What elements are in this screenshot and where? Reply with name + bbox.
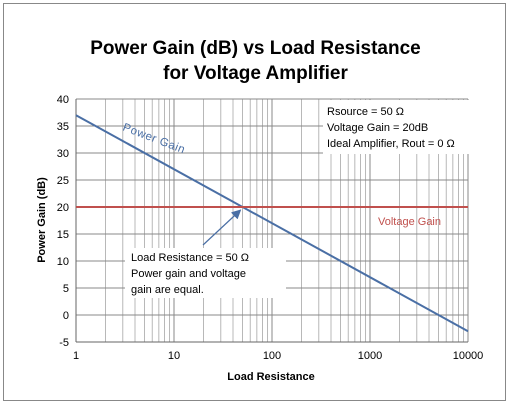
x-tick-label: 100 — [263, 350, 281, 362]
y-axis-label: Power Gain (dB) — [36, 177, 48, 263]
y-tick-label: 15 — [57, 229, 69, 241]
chart-title-line2: for Voltage Amplifier — [163, 63, 348, 84]
x-tick-label: 10000 — [453, 350, 484, 362]
x-tick-label: 10 — [168, 350, 180, 362]
series-layer — [75, 114, 469, 333]
y-tick-label: 25 — [57, 175, 69, 187]
y-tick-label: -5 — [59, 337, 69, 349]
series-label-power-gain: Power Gain — [121, 122, 187, 157]
y-tick-label: 10 — [57, 256, 69, 268]
param-rout: Ideal Amplifier, Rout = 0 Ω — [327, 138, 455, 150]
tick-labels: -5 0 5 10 15 20 25 30 35 40 1 10 100 1000 10000 — [57, 94, 484, 362]
callout-line1: Load Resistance = 50 Ω — [131, 252, 249, 264]
y-tick-label: 30 — [57, 148, 69, 160]
x-tick-label: 1 — [73, 350, 79, 362]
y-tick-label: 35 — [57, 121, 69, 133]
series-label-voltage-gain: Voltage Gain — [378, 216, 441, 228]
y-tick-label: 5 — [63, 283, 69, 295]
chart-title-line1: Power Gain (dB) vs Load Resistance — [90, 38, 421, 59]
chart-title: Power Gain (dB) vs Load Resistance for V… — [0, 36, 511, 86]
chart-frame — [3, 3, 506, 401]
y-tick-label: 20 — [57, 202, 69, 214]
x-axis-label: Load Resistance — [227, 371, 314, 383]
callout-arrow — [202, 209, 242, 246]
callout-line3: gain are equal. — [131, 284, 204, 296]
callout-line2: Power gain and voltage — [131, 268, 246, 280]
param-voltage-gain: Voltage Gain = 20dB — [327, 122, 428, 134]
y-tick-label: 0 — [63, 310, 69, 322]
callout-box — [125, 248, 286, 298]
y-tick-label: 40 — [57, 94, 69, 106]
params-box — [323, 100, 471, 154]
x-tick-label: 1000 — [358, 350, 382, 362]
series-line-power-gain — [75, 114, 469, 333]
param-rsource: Rsource = 50 Ω — [327, 106, 404, 118]
